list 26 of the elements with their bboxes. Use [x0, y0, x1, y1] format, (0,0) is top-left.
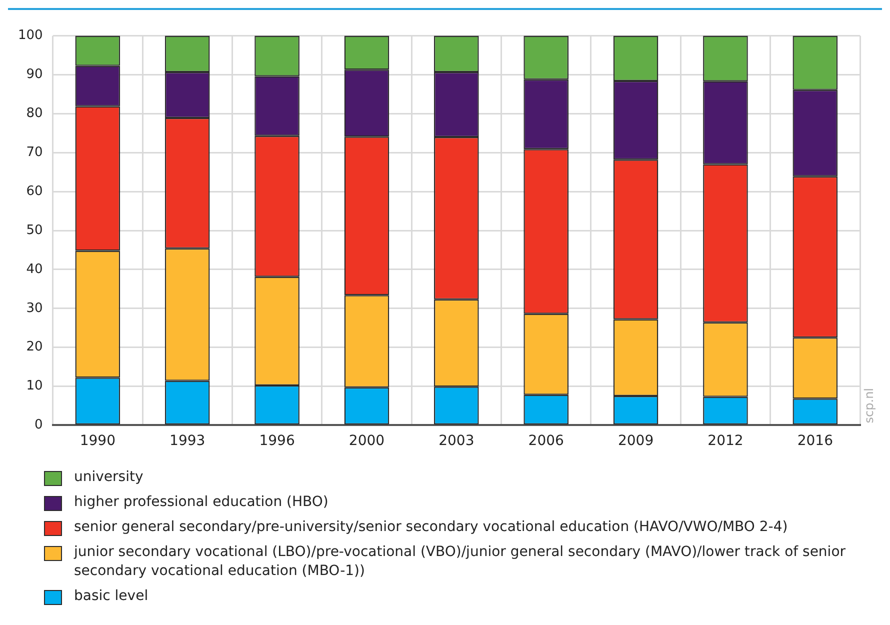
x-tick-label: 1996	[259, 433, 295, 450]
y-tick-label: 90	[26, 67, 43, 82]
text: scp.nl	[862, 388, 876, 424]
y-tick-label: 100	[18, 28, 43, 44]
legend-label: senior general secondary/pre-university/senior secondary vocational education (HAVO/VWO/MBO 2-4)	[74, 518, 788, 537]
y-tick-label: 70	[26, 144, 43, 160]
y-tick-label: 80	[26, 106, 43, 122]
x-tick-label: 2009	[618, 433, 654, 450]
legend-label: basic level	[74, 587, 148, 606]
legend-label: higher professional education (HBO)	[74, 493, 328, 512]
x-tick-label: 2000	[348, 433, 385, 450]
y-tick-label: 60	[26, 184, 43, 199]
y-tick-label: 10	[26, 378, 43, 394]
x-tick-label: 2012	[708, 433, 744, 450]
x-tick-label: 2006	[528, 433, 564, 450]
x-tick-label: 1993	[170, 433, 206, 450]
y-tick-label: 20	[26, 340, 43, 355]
y-tick-label: 30	[26, 300, 43, 316]
legend-label: junior secondary vocational (LBO)/pre-vocational (VBO)/junior general secondary (MAVO)/lower track of senior secondary vocational education (MBO-1))	[74, 543, 847, 581]
legend-label: university	[74, 468, 144, 487]
x-tick-label: 1990	[80, 433, 116, 450]
y-tick-label: 40	[26, 262, 43, 277]
y-tick-label: 50	[26, 222, 43, 238]
x-tick-label: 2003	[438, 433, 474, 450]
x-tick-label: 2016	[797, 433, 834, 450]
y-tick-label: 0	[34, 418, 43, 433]
